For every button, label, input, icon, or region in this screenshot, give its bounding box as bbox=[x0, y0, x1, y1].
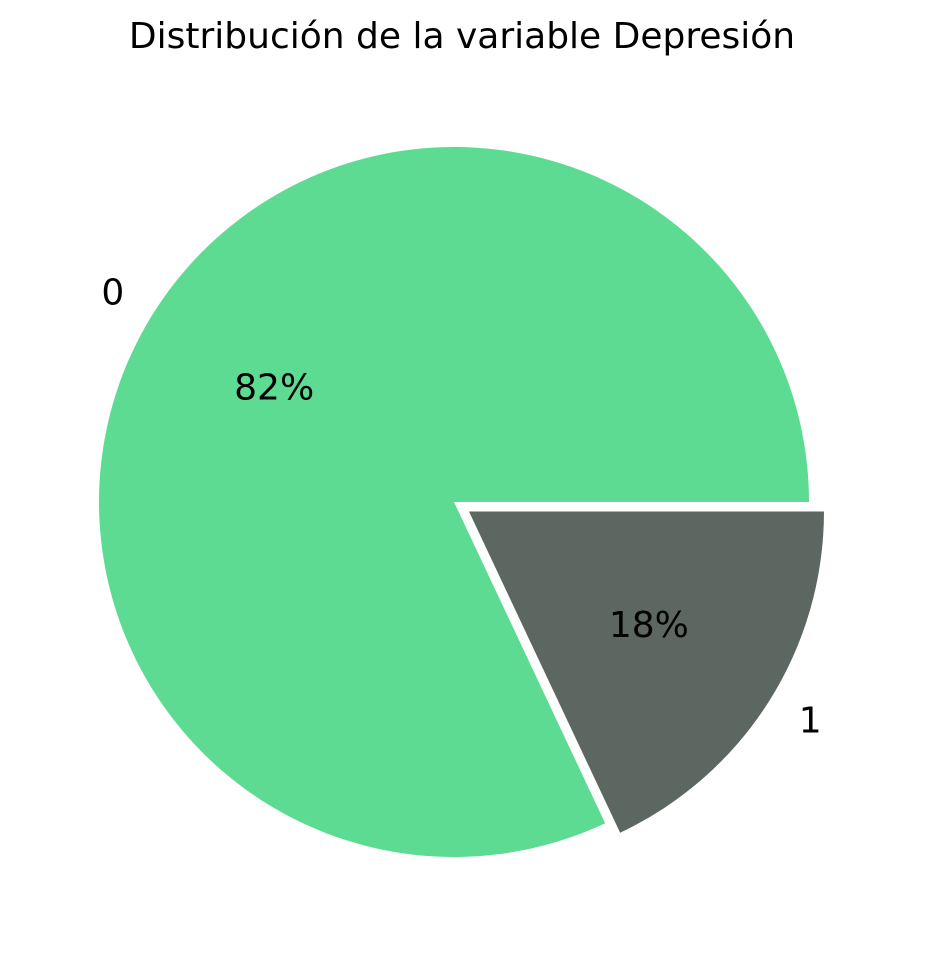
pie-slices bbox=[98, 147, 824, 857]
chart-title: Distribución de la variable Depresión bbox=[129, 16, 795, 57]
pie-labels: 82% 0 18% 1 bbox=[101, 272, 821, 741]
pie-pct-label-0: 82% bbox=[234, 367, 314, 408]
pie-category-label-0: 0 bbox=[101, 272, 124, 313]
pie-slice-0 bbox=[98, 147, 810, 857]
pie-category-label-1: 1 bbox=[799, 700, 822, 741]
pie-pct-label-1: 18% bbox=[609, 605, 689, 646]
pie-slice-1 bbox=[468, 511, 824, 833]
